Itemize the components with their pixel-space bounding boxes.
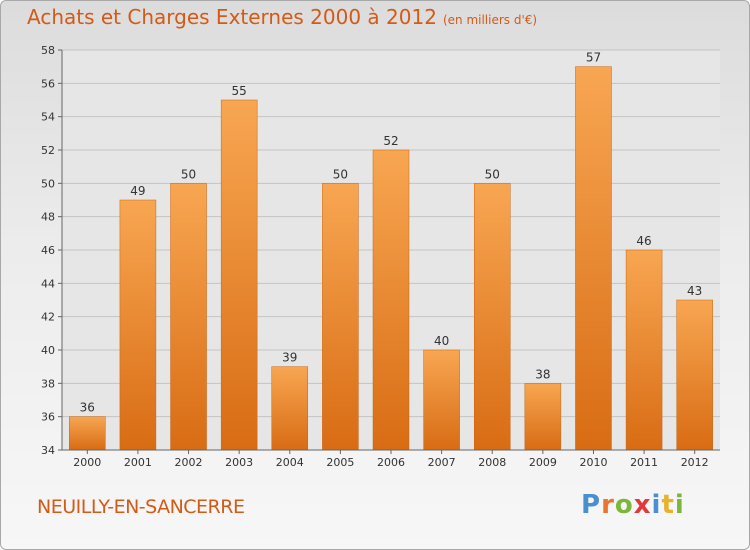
data-label: 39 [282,351,297,365]
x-tick-label: 2010 [579,456,607,469]
bar-2000 [69,416,106,451]
y-tick-label: 44 [41,277,55,290]
x-tick-label: 2012 [681,456,709,469]
y-tick-label: 54 [41,111,55,124]
bar-2004 [271,366,309,451]
logo-letter: i [674,490,685,520]
bar-2005 [322,183,359,451]
data-label: 50 [485,167,500,181]
chart-title-text: Achats et Charges Externes 2000 à 2012 [27,5,437,29]
x-tick-label: 2004 [276,456,304,469]
y-tick-label: 42 [41,311,55,324]
x-tick-label: 2000 [73,456,101,469]
data-label: 55 [232,84,247,98]
bar-2009 [524,383,562,451]
data-label: 49 [130,184,145,198]
data-label: 40 [434,334,449,348]
y-tick-label: 46 [41,244,55,257]
logo-letter: o [614,490,634,520]
bar-2011 [625,249,663,451]
commune-name: NEUILLY-EN-SANCERRE [37,496,245,518]
y-tick-label: 48 [41,211,55,224]
data-label: 43 [687,284,702,298]
x-tick-label: 2001 [124,456,152,469]
x-tick-label: 2008 [478,456,506,469]
data-label: 36 [80,401,95,415]
bar-2007 [423,349,460,451]
chart-title: Achats et Charges Externes 2000 à 2012 (e… [27,5,537,29]
data-label: 57 [586,51,601,65]
y-tick-label: 58 [41,44,55,57]
bar-2012 [676,299,713,451]
data-label: 38 [535,367,550,381]
logo-letter: x [633,490,652,520]
data-label: 46 [636,234,651,248]
chart-subtitle: (en milliers d'€) [442,13,538,27]
bar-2003 [220,99,258,451]
y-tick-label: 52 [41,144,55,157]
data-label: 52 [383,134,398,148]
bar-2006 [372,149,410,451]
x-tick-label: 2005 [326,456,354,469]
logo-letter: t [661,490,675,520]
x-tick-label: 2002 [175,456,203,469]
bar-2002 [170,183,207,451]
x-tick-label: 2007 [428,456,456,469]
x-tick-label: 2006 [377,456,405,469]
data-label: 50 [333,167,348,181]
bar-2001 [119,199,157,451]
bar-2008 [473,183,511,451]
y-tick-label: 50 [41,177,55,190]
data-label: 50 [181,167,196,181]
proxiti-logo[interactable]: Proxiti [581,490,685,520]
x-tick-label: 2003 [225,456,253,469]
logo-letter: r [601,490,615,520]
y-tick-label: 36 [41,411,55,424]
logo-letter: i [651,490,662,520]
x-tick-label: 2009 [529,456,557,469]
y-tick-label: 38 [41,377,55,390]
y-tick-label: 40 [41,344,55,357]
x-tick-label: 2011 [630,456,658,469]
bar-2010 [575,66,612,451]
y-tick-label: 34 [41,444,55,457]
y-tick-label: 56 [41,77,55,90]
logo-letter: P [581,490,602,520]
